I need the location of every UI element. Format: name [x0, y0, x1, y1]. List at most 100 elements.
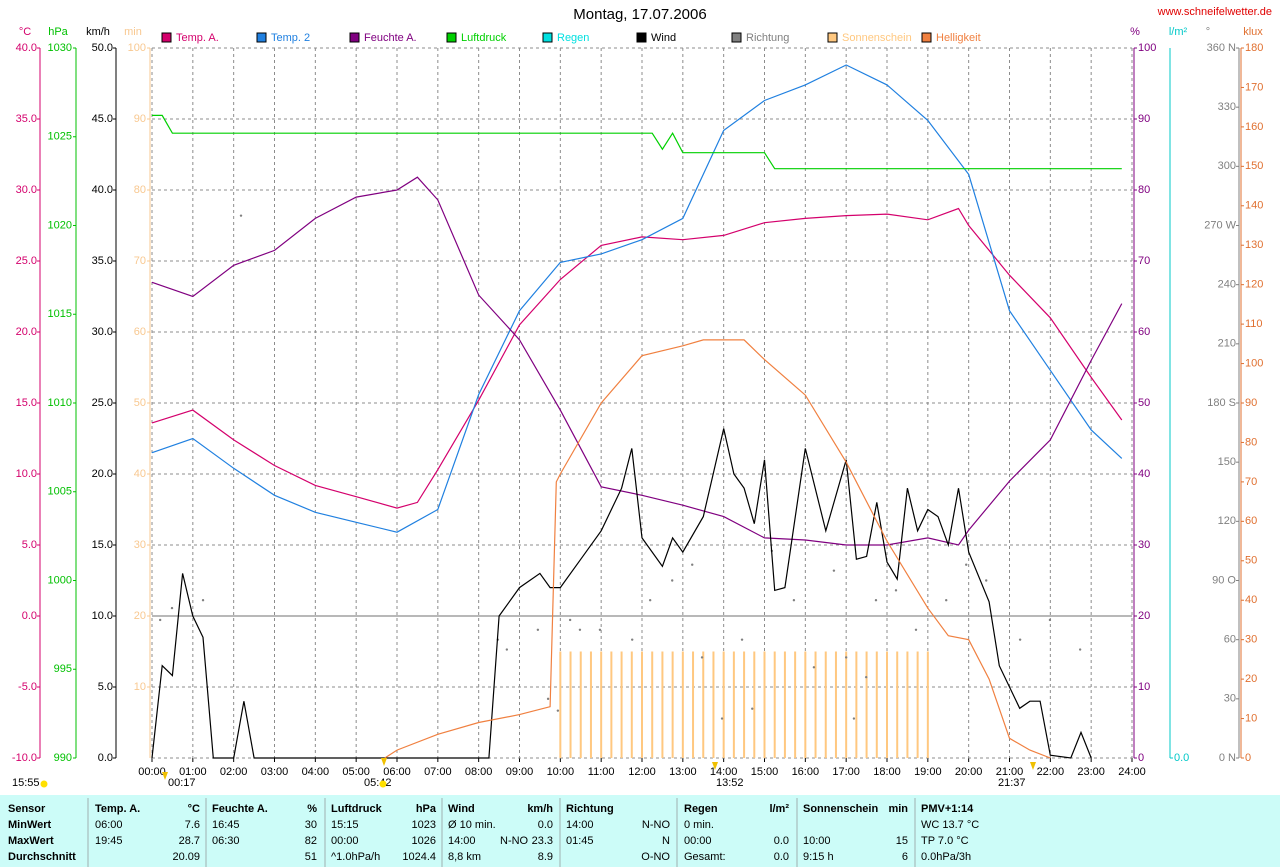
y-tick-label: 10.0: [16, 468, 37, 480]
y-tick-label: 20: [1138, 610, 1150, 622]
y-tick-label: 0: [1138, 752, 1144, 764]
source-link[interactable]: www.schneifelwetter.de: [1157, 6, 1272, 18]
y-tick-label: 360 N: [1207, 42, 1236, 54]
legend-label: Temp. 2: [271, 32, 310, 44]
y-tick-label: 1030: [48, 42, 72, 54]
y-tick-label: 1020: [48, 219, 72, 231]
table-unit: °C: [188, 803, 200, 815]
sun-icon: [40, 780, 48, 788]
y-tick-label: 130: [1245, 239, 1263, 251]
table-cell: 8.9: [538, 851, 553, 863]
y-tick-label: 150: [1218, 456, 1236, 468]
y-tick-label: 50: [134, 397, 146, 409]
direction-dot: [239, 214, 243, 217]
x-tick-label: 13:00: [669, 766, 697, 778]
x-tick-label: 19:00: [914, 766, 942, 778]
table-cell: 14:00: [448, 835, 476, 847]
y-tick-label: 240: [1218, 279, 1236, 291]
y-tick-label: 10.0: [92, 610, 113, 622]
y-tick-label: 210: [1218, 338, 1236, 350]
y-tick-label: 0 N: [1219, 752, 1236, 764]
y-tick-label: 15.0: [16, 397, 37, 409]
direction-dot: [914, 628, 918, 632]
table-cell: 0.0: [538, 819, 553, 831]
legend-label: Sonnenschein: [842, 32, 912, 44]
legend-swatch: [161, 32, 172, 43]
table-cell: 15: [896, 835, 908, 847]
sun-icon: [379, 780, 387, 788]
x-tick-label: 02:00: [220, 766, 248, 778]
y-tick-label: 40: [1138, 468, 1150, 480]
legend-label: Luftdruck: [461, 32, 507, 44]
x-tick-label: 01:00: [179, 766, 207, 778]
y-tick-label: 90: [1245, 397, 1257, 409]
direction-dot: [648, 599, 652, 602]
table-cell: N: [662, 835, 670, 847]
y-tick-label: 25.0: [92, 397, 113, 409]
direction-dot: [720, 717, 724, 720]
y-tick-label: 140: [1245, 200, 1263, 212]
table-background: [0, 795, 1280, 867]
x-tick-label: 03:00: [261, 766, 289, 778]
table-unit: hPa: [416, 803, 437, 815]
y-tick-label: 120: [1245, 279, 1263, 291]
y-tick-label: 110: [1245, 318, 1263, 330]
table-header: Richtung: [566, 803, 614, 815]
direction-dot: [751, 707, 754, 710]
series-line: [151, 176, 1123, 546]
y-tick-label: 20.0: [16, 326, 37, 338]
x-tick-label: 12:00: [628, 766, 656, 778]
y-tick-label: 20: [1245, 673, 1257, 685]
series-line: [152, 114, 1122, 170]
table-cell: 00:00: [331, 835, 359, 847]
y-tick-label: 150: [1245, 160, 1263, 172]
table-cell: 0 min.: [684, 819, 714, 831]
y-tick-label: 20.0: [92, 468, 113, 480]
direction-dot: [201, 599, 205, 602]
y-tick-label: 40.0: [92, 184, 113, 196]
direction-dot: [546, 697, 550, 701]
x-tick-label: 20:00: [955, 766, 983, 778]
direction-dot: [894, 589, 898, 592]
y-tick-label: 10: [134, 681, 146, 693]
axis-unit: km/h: [86, 26, 110, 38]
table-cell: 06:00: [95, 819, 123, 831]
y-tick-label: 180 S: [1207, 397, 1236, 409]
axis-unit: hPa: [48, 26, 68, 38]
x-tick-label: 10:00: [547, 766, 575, 778]
y-tick-label: 30.0: [92, 326, 113, 338]
table-header: Luftdruck: [331, 803, 383, 815]
axis-unit: l/m²: [1169, 26, 1188, 38]
y-tick-label: 1025: [48, 131, 72, 143]
y-tick-label: -5.0: [18, 681, 37, 693]
table-cell: 0.0hPa/3h: [921, 851, 971, 863]
x-tick-label: 00:00: [138, 766, 166, 778]
time-annotation: 00:17: [168, 777, 196, 789]
table-cell: Gesamt:: [684, 851, 726, 863]
legend-swatch: [921, 32, 932, 43]
table-cell: 7.6: [185, 819, 200, 831]
direction-dot: [792, 599, 796, 602]
series-line: [151, 64, 1123, 533]
chart-title: Montag, 17.07.2006: [573, 6, 706, 23]
direction-dot: [158, 618, 162, 622]
table-unit: %: [307, 803, 317, 815]
y-tick-label: 80: [134, 184, 146, 196]
direction-dot: [700, 656, 704, 659]
series-line: [151, 428, 1092, 759]
y-tick-label: 15.0: [92, 539, 113, 551]
y-tick-label: 60: [1224, 634, 1236, 646]
table-cell: 20.09: [172, 851, 200, 863]
table-cell: 16:45: [212, 819, 240, 831]
table-cell: 8,8 km: [448, 851, 481, 863]
table-unit: min: [888, 803, 908, 815]
table-header: Temp. A.: [95, 803, 140, 815]
table-header: PMV+1:14: [921, 803, 974, 815]
direction-dot: [1048, 618, 1052, 622]
y-tick-label: 60: [1245, 515, 1257, 527]
legend-swatch: [827, 32, 838, 43]
y-tick-label: 170: [1245, 81, 1263, 93]
y-tick-label: 30: [1224, 693, 1236, 705]
direction-dot: [671, 579, 674, 582]
table-cell: Durchschnitt: [8, 851, 76, 863]
